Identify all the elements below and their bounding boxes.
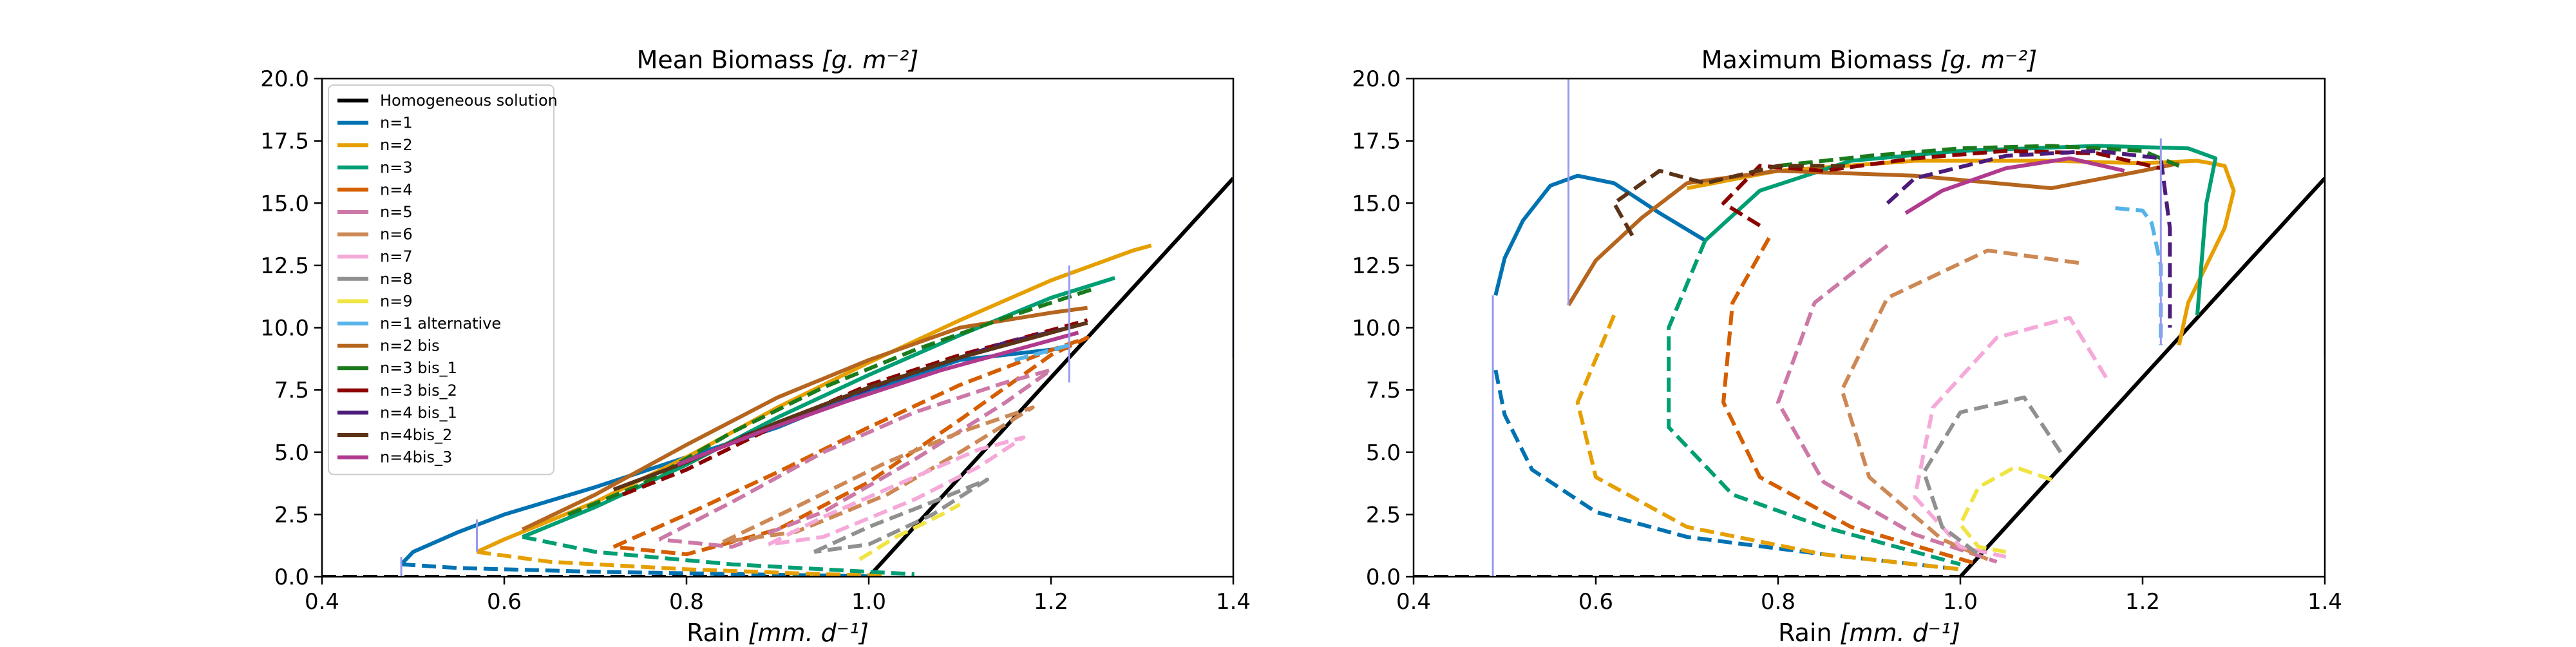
legend: Homogeneous solution n=1 n=2 n=3 n=4 n=5 n=6 n=… <box>328 84 558 476</box>
legend-entry-n-1: n=1 <box>380 114 413 132</box>
y-tick-label: 20.0 <box>260 66 309 92</box>
legend-entry-n-2: n=2 <box>380 136 413 154</box>
y-tick-label: 15.0 <box>1352 191 1401 217</box>
series-line-n-9 <box>1958 465 2052 554</box>
y-tick-label: 7.5 <box>274 378 309 403</box>
series-line-n-2 <box>476 244 1152 554</box>
x-tick-label: 0.4 <box>1396 589 1431 615</box>
series-group <box>1414 79 2325 577</box>
series-line-n-3-stable <box>1703 144 2218 316</box>
series-line-n-2 <box>1575 314 1961 572</box>
legend-entry-n-3: n=3 <box>380 159 413 177</box>
x-tick-label: 1.2 <box>2125 589 2160 615</box>
x-tick-label: 1.2 <box>1034 589 1068 615</box>
x-tick-label: 1.4 <box>1216 589 1251 615</box>
y-tick-label: 5.0 <box>274 440 309 466</box>
x-tick-label: 0.4 <box>305 589 339 615</box>
x-axis-label: Rain [mm. d⁻¹] <box>1778 619 1960 644</box>
y-tick-label: 2.5 <box>274 502 309 528</box>
series-line-n-4bis-3 <box>1904 156 2125 215</box>
y-tick-label: 15.0 <box>260 191 309 217</box>
x-axis-label: Rain [mm. d⁻¹] <box>687 619 869 644</box>
y-tick-label: 17.5 <box>1352 129 1401 155</box>
x-tick-label: 0.8 <box>1761 589 1795 615</box>
series-line-n-4bis-3 <box>676 331 1079 467</box>
legend-entry-n-6: n=6 <box>380 226 413 244</box>
series-line-n-3-bis-2 <box>621 318 1088 497</box>
series-line-n-1-unstable <box>401 562 869 577</box>
x-tick-label: 0.6 <box>487 589 522 615</box>
series-line-n-4bis-2 <box>1612 164 1852 237</box>
y-tick-label: 0.0 <box>274 565 309 590</box>
series-line-n-8 <box>813 478 989 554</box>
series-line-n-2-bis <box>522 305 1088 532</box>
legend-entry-n-9: n=9 <box>380 292 413 310</box>
series-line-n-7 <box>1913 316 2108 559</box>
series-line-n-3-bis-1 <box>567 285 1097 517</box>
series-line-n-2-bis <box>1566 161 2180 307</box>
y-tick-label: 10.0 <box>1352 316 1401 342</box>
series-line-n-3 <box>522 276 1115 539</box>
y-tick-label: 7.5 <box>1366 378 1401 403</box>
series-line-bifurcation-markers <box>1492 79 2325 577</box>
legend-entry-n-1-alternative: n=1 alternative <box>380 314 501 333</box>
legend-entry-n-4bis-2: n=4bis_2 <box>380 426 452 444</box>
x-tick-label: 0.6 <box>1578 589 1613 615</box>
series-line-n-2-stable <box>1686 159 2236 346</box>
x-tick-label: 1.0 <box>1943 589 1978 615</box>
legend-entry-n-4bis-3: n=4bis_3 <box>380 449 452 467</box>
series-line-n-3 <box>1667 240 1961 566</box>
y-tick-label: 0.0 <box>1366 565 1401 590</box>
series-line-n-3-bis-1 <box>1777 144 2180 168</box>
legend-entry-n-4-bis-1: n=4 bis_1 <box>380 403 457 421</box>
series-line-n-1-alternative <box>2115 206 2163 345</box>
y-tick-label: 20.0 <box>1352 66 1401 92</box>
series-line-bifurcation-markers <box>400 178 1233 577</box>
chart-title: Mean Biomass [g. m⁻²] <box>637 46 919 74</box>
x-tick-label: 1.0 <box>851 589 886 615</box>
legend-entry-n-2-bis: n=2 bis <box>380 337 440 355</box>
legend-entry-n-3-bis-2: n=3 bis_2 <box>380 381 457 400</box>
legend-entry-homogeneous-solution: Homogeneous solution <box>380 92 558 110</box>
series-line-n-2-unstable <box>477 550 887 577</box>
series-line-homogeneous-solution <box>867 177 1233 577</box>
series-line-n-3-unstable <box>522 535 914 577</box>
legend-entry-n-4: n=4 <box>380 180 413 198</box>
chart-panel-1: 0.4 0.6 0.8 1.0 1.2 1.4 0.0 2.5 5.0 7.5 10.0 12.5 15… <box>260 46 1251 647</box>
legend-entry-n-8: n=8 <box>380 270 413 288</box>
legend-box <box>328 84 554 476</box>
y-tick-label: 5.0 <box>1366 440 1401 466</box>
y-tick-label: 12.5 <box>1352 253 1401 279</box>
series-line-n-6 <box>722 405 1035 544</box>
series-line-homogeneous-solution <box>1958 177 2325 577</box>
x-tick-label: 0.8 <box>669 589 704 615</box>
y-tick-label: 12.5 <box>260 253 309 279</box>
y-tick-label: 17.5 <box>260 129 309 155</box>
series-line-n-6 <box>1840 248 2079 561</box>
y-tick-label: 10.0 <box>260 316 309 342</box>
chart-title: Maximum Biomass [g. m⁻²] <box>1701 46 2037 74</box>
legend-entry-n-7: n=7 <box>380 247 413 266</box>
series-line-n-8 <box>1922 395 2063 556</box>
series-line-n-4 <box>612 336 1090 557</box>
series-line-n-1 <box>399 345 1070 566</box>
series-line-n-4-bis-1 <box>1886 149 2172 328</box>
legend-entry-n-3-bis-1: n=3 bis_1 <box>380 359 457 377</box>
chart-panel-2: 0.4 0.6 0.8 1.0 1.2 1.4 0.0 2.5 5.0 7.5 10.0 12.5 15… <box>1352 46 2342 647</box>
series-line-n-5 <box>658 368 1053 549</box>
series-line-n-9 <box>858 503 961 561</box>
series-line-n-1-alternative <box>1014 343 1070 362</box>
legend-entry-n-5: n=5 <box>380 203 413 221</box>
series-line-n-4 <box>1721 237 1980 566</box>
series-line-n-7 <box>767 435 1026 546</box>
series-group <box>322 177 1233 577</box>
x-tick-label: 1.4 <box>2307 589 2342 615</box>
y-tick-label: 2.5 <box>1366 502 1401 528</box>
